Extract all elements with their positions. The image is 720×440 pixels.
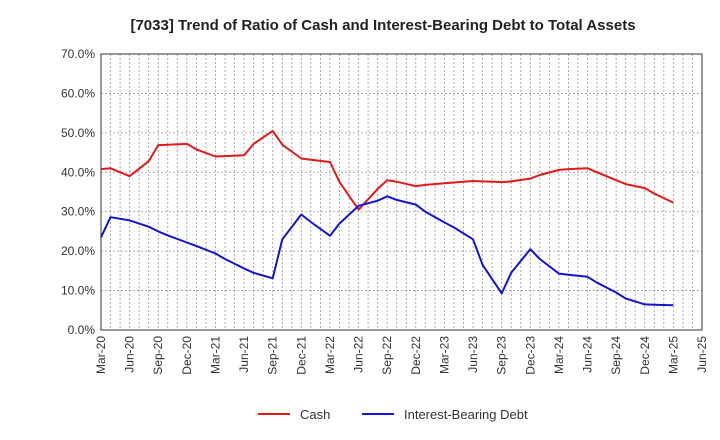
y-axis-ticks: 0.0% 10.0% 20.0% 30.0% 40.0% 50.0% 60.0% 70.0% [61,47,95,337]
y-tick-label: 60.0% [61,86,95,100]
x-axis-ticks: Mar-20 Jun-20 Sep-20 Dec-20 Mar-21 Jun-21 Sep-… [94,336,709,375]
x-tick-label: Sep-22 [380,336,394,375]
y-tick-label: 10.0% [61,284,95,298]
legend: Cash Interest-Bearing Debt [258,407,528,422]
series-line-interest-bearing-debt [100,195,674,307]
x-tick-label: Jun-21 [237,336,251,373]
y-tick-label: 30.0% [61,205,95,219]
x-tick-label: Mar-24 [552,336,566,374]
x-tick-label: Jun-24 [581,336,595,373]
x-tick-label: Sep-21 [266,336,280,375]
grid-lines [101,53,702,330]
x-tick-label: Dec-22 [409,336,423,375]
y-tick-label: 70.0% [61,47,95,61]
y-tick-label: 20.0% [61,244,95,258]
y-tick-label: 40.0% [61,165,95,179]
y-tick-label: 50.0% [61,126,95,140]
x-tick-label: Mar-25 [666,336,680,374]
x-tick-label: Mar-21 [208,336,222,374]
x-tick-label: Mar-23 [437,336,451,374]
x-tick-label: Sep-20 [151,336,165,375]
x-tick-label: Jun-22 [352,336,366,373]
x-tick-label: Jun-20 [123,336,137,373]
x-tick-label: Mar-20 [94,336,108,374]
plot-area-frame [100,53,703,331]
x-tick-label: Jun-23 [466,336,480,373]
series-lines [100,129,674,307]
x-tick-label: Jun-25 [695,336,709,373]
legend-label-cash: Cash [300,407,330,422]
chart-title: [7033] Trend of Ratio of Cash and Intere… [130,17,635,34]
x-tick-label: Dec-24 [638,336,652,375]
x-tick-label: Sep-24 [609,336,623,375]
x-tick-label: Mar-22 [323,336,337,374]
x-tick-label: Dec-20 [180,336,194,375]
y-tick-label: 0.0% [68,323,96,337]
legend-label-interest-bearing-debt: Interest-Bearing Debt [404,407,528,422]
series-line-cash [100,129,674,211]
x-tick-label: Dec-21 [294,336,308,375]
x-tick-label: Sep-23 [495,336,509,375]
x-tick-label: Dec-23 [523,336,537,375]
